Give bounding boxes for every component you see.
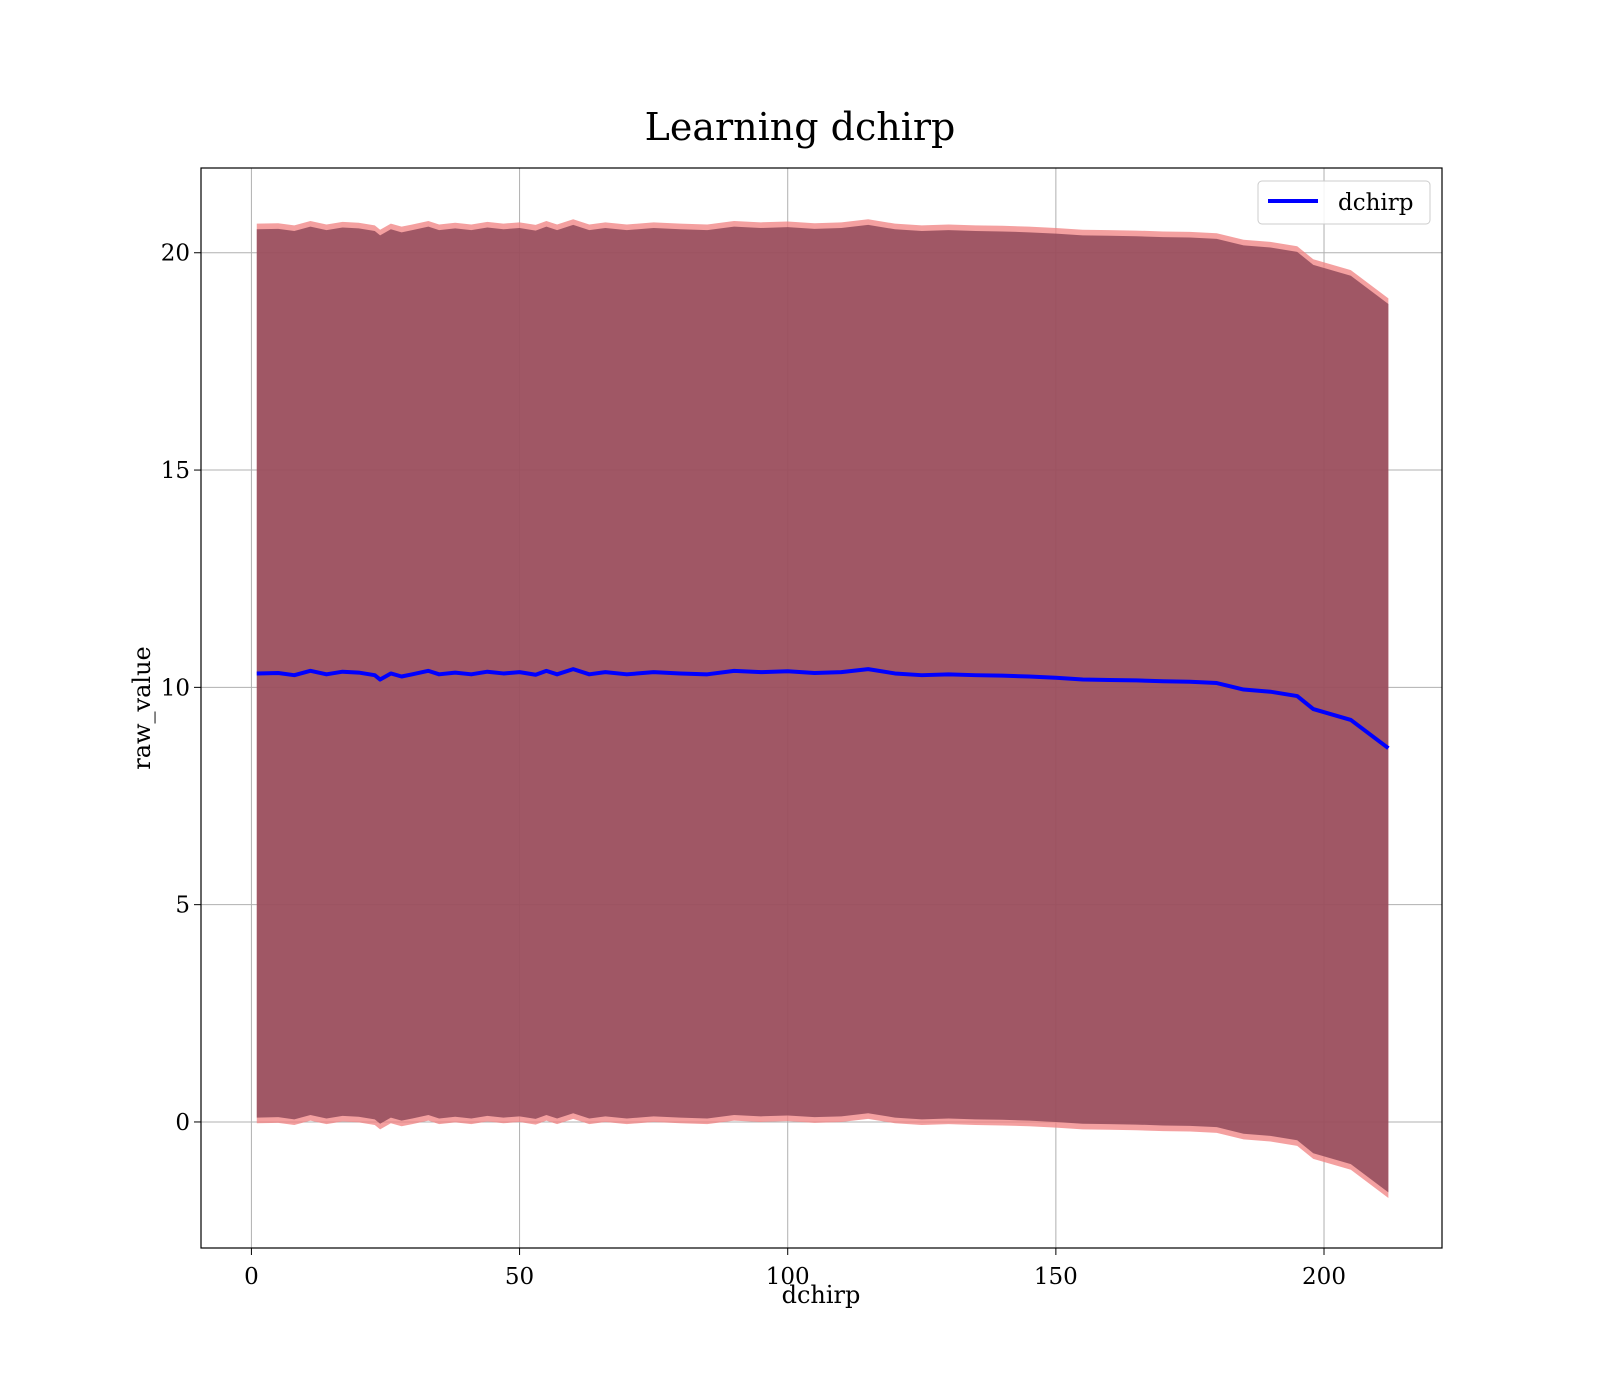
series-line-dchirp <box>256 667 1390 750</box>
x-tick-label: 50 <box>505 1264 534 1290</box>
band-fill <box>256 224 1389 1193</box>
y-tick-label: 20 <box>161 241 190 267</box>
band-layer <box>256 219 1389 1199</box>
y-tick-label: 5 <box>175 893 190 919</box>
legend: dchirp <box>1257 180 1431 225</box>
y-axis-label: raw_value <box>128 646 156 770</box>
y-tick-label: 0 <box>175 1110 190 1136</box>
legend-label: dchirp <box>1338 190 1414 216</box>
x-tick-label: 100 <box>766 1264 810 1290</box>
y-tick-label: 10 <box>161 675 190 701</box>
y-tick-label: 15 <box>161 458 190 484</box>
x-tick-label: 150 <box>1034 1264 1078 1290</box>
tick-layer: 0 50 100 150 200 0 5 10 15 20 <box>161 241 1346 1290</box>
x-tick-label: 200 <box>1302 1264 1346 1290</box>
series-layer <box>256 667 1390 750</box>
legend-box <box>1257 180 1431 225</box>
x-tick-label: 0 <box>244 1264 259 1290</box>
x-axis-label: dchirp <box>782 1281 861 1309</box>
chart-title: Learning dchirp <box>645 105 956 149</box>
plot-frame <box>200 167 1443 1249</box>
